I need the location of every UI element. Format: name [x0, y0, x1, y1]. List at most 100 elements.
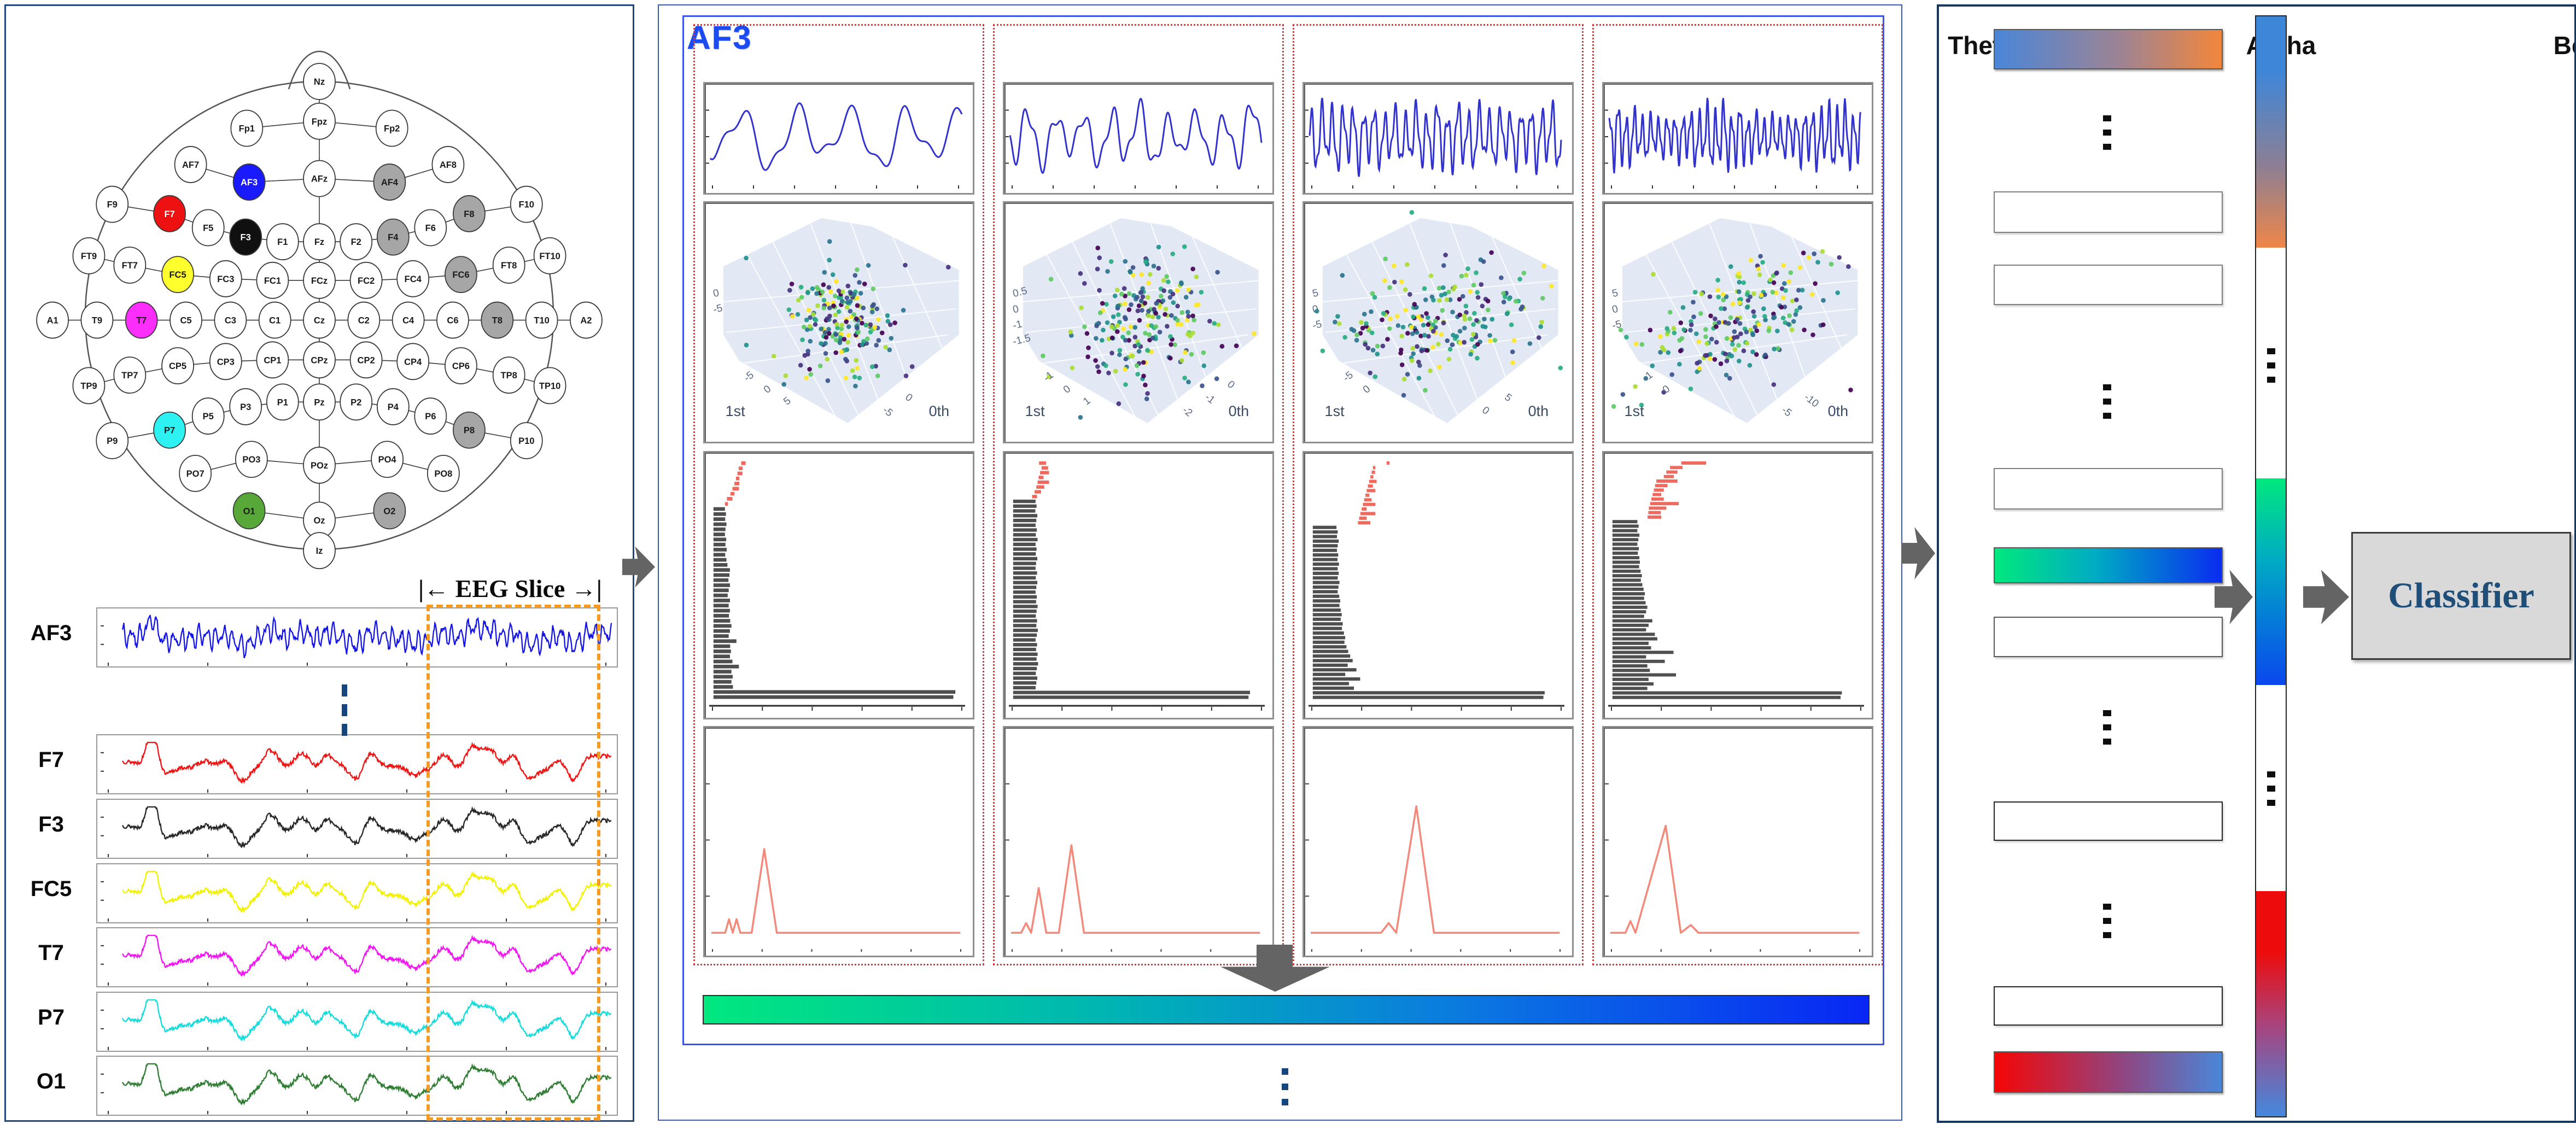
scatter3d-chart-beta: 5 0 -5 -5 0 0 5 1st 0th [1302, 201, 1574, 443]
svg-text:0: 0 [1225, 378, 1236, 391]
svg-text:-1.5: -1.5 [1012, 332, 1032, 348]
svg-text:TP10: TP10 [539, 381, 560, 391]
electrode-P3: P3 [229, 388, 262, 425]
svg-text:FT8: FT8 [501, 261, 517, 271]
waveform-chart-gamma [1602, 82, 1873, 195]
svg-text:P9: P9 [107, 436, 118, 446]
trace-label-O1: O1 [36, 1069, 66, 1093]
eeg-slice-label: |← EEG Slice →| [418, 575, 602, 602]
svg-text:Nz: Nz [314, 77, 325, 87]
svg-text:PO4: PO4 [378, 455, 397, 465]
tallbar-segment-1 [2256, 71, 2286, 248]
svg-text:AF7: AF7 [182, 160, 199, 170]
svg-text:FC6: FC6 [452, 270, 469, 280]
feature-vector-box-9 [1994, 801, 2223, 841]
band-features-panel [682, 15, 1884, 1045]
right-ellipsis-8 [1994, 702, 2221, 753]
svg-text:FC3: FC3 [217, 274, 234, 284]
svg-text:-5: -5 [1341, 370, 1356, 384]
right-ellipsis-4 [1994, 376, 2221, 427]
electrode-Pz: Pz [303, 383, 336, 421]
svg-text:P7: P7 [164, 426, 175, 436]
svg-text:C6: C6 [447, 316, 458, 326]
feature-vector-box-2 [1994, 191, 2223, 233]
electrode-C3: C3 [214, 301, 247, 339]
svg-text:P1: P1 [277, 397, 288, 407]
svg-text:5: 5 [781, 395, 793, 408]
svg-text:FC5: FC5 [169, 270, 186, 280]
svg-text:Fpz: Fpz [312, 117, 327, 127]
electrode-C5: C5 [170, 301, 202, 339]
bar-chart-gamma [1602, 451, 1873, 719]
electrode-P7: P7 [153, 411, 186, 449]
trace-box-T7 [96, 927, 618, 987]
bar-chart-beta [1302, 451, 1574, 719]
svg-text:CPz: CPz [311, 355, 328, 365]
svg-text:1st: 1st [1325, 403, 1345, 419]
electrode-montage-diagram: Nz Fp1 Fpz Fp2 AF7 AF3 AFz AF4 AF8 F9 F7 F5 F3 F1 Fz F2… [36, 50, 603, 570]
svg-text:Fp2: Fp2 [384, 124, 400, 134]
svg-text:-1: -1 [1012, 318, 1023, 331]
svg-text:CP3: CP3 [217, 357, 235, 367]
svg-text:0: 0 [712, 287, 720, 300]
svg-text:-5: -5 [1779, 405, 1794, 419]
electrode-P9: P9 [96, 422, 129, 459]
svg-text:-2: -2 [1180, 405, 1194, 419]
svg-text:TP8: TP8 [501, 371, 517, 380]
tallbar-segment-5 [2256, 891, 2286, 952]
electrode-CP5: CP5 [161, 347, 194, 384]
svg-text:Iz: Iz [316, 546, 323, 556]
line-chart-gamma [1602, 726, 1873, 957]
electrode-F8: F8 [453, 195, 486, 232]
svg-text:P4: P4 [388, 402, 399, 412]
electrode-PO8: PO8 [427, 455, 460, 492]
band-column-theta [693, 24, 984, 965]
electrode-Fp2: Fp2 [375, 109, 408, 147]
electrode-FC2: FC2 [349, 261, 383, 299]
line-chart-alpha [1003, 726, 1274, 957]
svg-text:1st: 1st [726, 403, 746, 419]
trace-label-FC5: FC5 [30, 877, 72, 901]
svg-text:-1: -1 [1042, 370, 1056, 384]
svg-text:AF4: AF4 [381, 178, 399, 188]
svg-text:F1: F1 [277, 237, 288, 247]
svg-text:F5: F5 [203, 224, 213, 233]
electrode-FC5: FC5 [161, 256, 194, 294]
svg-text:0th: 0th [1528, 403, 1549, 419]
svg-text:Pz: Pz [314, 397, 324, 407]
electrode-Iz: Iz [303, 532, 336, 570]
svg-text:-5: -5 [1611, 318, 1622, 331]
svg-text:F2: F2 [351, 237, 361, 247]
scatter3d-chart-gamma: 5 0 -5 -1 0 -5 -10 1st 0th [1602, 201, 1873, 443]
electrode-O1: O1 [232, 492, 266, 530]
electrode-FC6: FC6 [445, 256, 477, 294]
svg-text:T9: T9 [92, 316, 102, 326]
electrode-FC4: FC4 [396, 260, 430, 297]
svg-text:O2: O2 [383, 506, 395, 516]
svg-text:F6: F6 [425, 224, 436, 233]
svg-text:C4: C4 [402, 316, 414, 326]
electrode-Fz: Fz [303, 223, 336, 261]
electrode-F1: F1 [266, 223, 299, 261]
electrode-F2: F2 [340, 223, 373, 261]
svg-text:0: 0 [903, 391, 914, 404]
feature-vector-box-3 [1994, 265, 2223, 305]
electrode-C4: C4 [392, 301, 425, 339]
svg-text:P8: P8 [464, 426, 475, 436]
band-column-beta [1293, 24, 1584, 965]
svg-text:F8: F8 [464, 209, 474, 219]
classifier-box: Classifier [2351, 532, 2571, 660]
electrode-AFz: AFz [303, 160, 336, 197]
trace-label-P7: P7 [38, 1005, 65, 1029]
line-chart-beta [1302, 726, 1574, 957]
scatter3d-chart-theta: 0 -5 -5 0 5 -5 0 1st 0th [703, 201, 974, 443]
svg-text:0: 0 [1012, 303, 1020, 316]
svg-text:A2: A2 [580, 316, 592, 326]
electrode-POz: POz [303, 447, 336, 484]
electrode-A1: A1 [36, 301, 69, 339]
svg-text:P3: P3 [240, 402, 251, 412]
svg-text:-5: -5 [1311, 318, 1323, 331]
feature-vector-gradient [703, 995, 1870, 1025]
band-column-alpha [993, 24, 1284, 965]
electrode-A2: A2 [570, 301, 603, 339]
